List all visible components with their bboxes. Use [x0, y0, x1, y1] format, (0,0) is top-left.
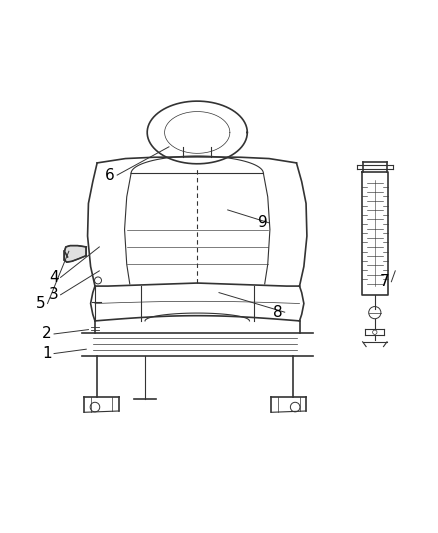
Text: 8: 8 — [273, 305, 283, 320]
Text: 6: 6 — [105, 167, 115, 183]
Polygon shape — [64, 246, 86, 262]
Text: 9: 9 — [258, 215, 267, 230]
Text: 4: 4 — [49, 270, 58, 285]
Text: 5: 5 — [36, 296, 46, 311]
Text: 2: 2 — [42, 326, 52, 342]
Text: 3: 3 — [49, 287, 59, 302]
Text: 1: 1 — [42, 346, 52, 361]
Text: 7: 7 — [380, 274, 389, 289]
